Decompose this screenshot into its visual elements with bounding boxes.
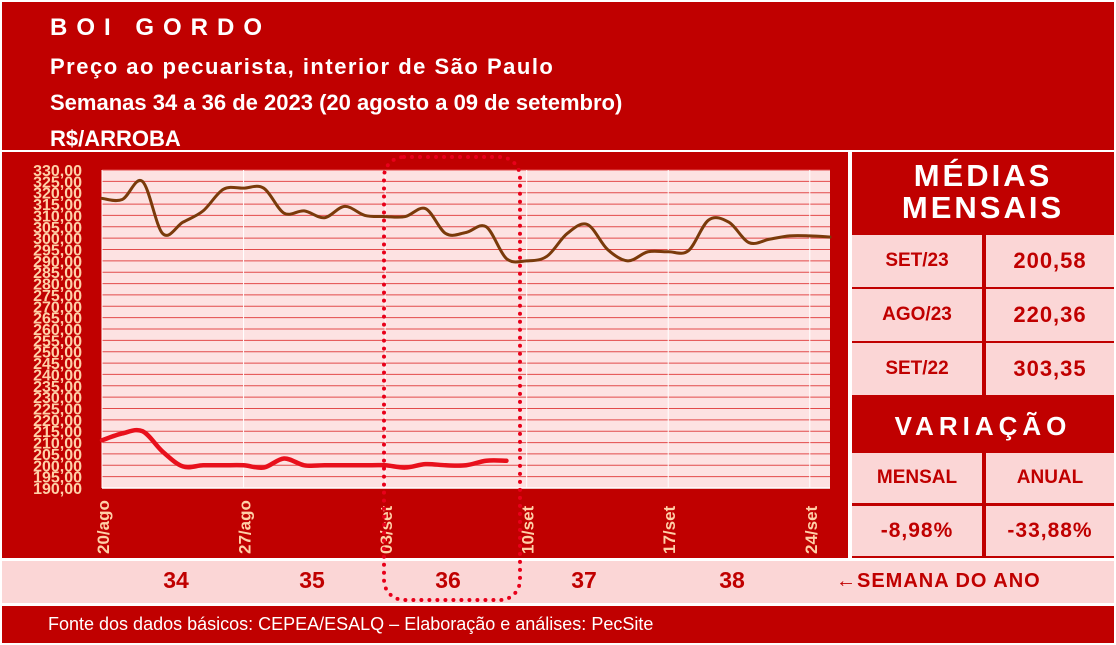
- week-number: 37: [571, 567, 597, 593]
- period-label: Semanas 34 a 36 de 2023 (20 agosto a 09 …: [50, 90, 623, 115]
- y-tick-label: 230,00: [33, 390, 82, 407]
- series-line: [100, 178, 832, 264]
- y-tick-label: 320,00: [33, 186, 82, 203]
- week-number: 36: [435, 567, 461, 593]
- source-note: Fonte dos dados básicos: CEPEA/ESALQ – E…: [48, 614, 654, 634]
- week-strip: 34 35 36 37 38 ←SEMANA DO ANO: [2, 561, 1114, 603]
- variacao-title: VARIAÇÃO: [852, 402, 1114, 450]
- y-tick-label: 245,00: [33, 356, 82, 373]
- variacao-mensal-label: MENSAL: [852, 453, 982, 503]
- y-tick-label: 295,00: [33, 243, 82, 260]
- x-tick-label: 17/set: [660, 505, 679, 554]
- y-tick-label: 275,00: [33, 288, 82, 305]
- week-number: 34: [163, 567, 189, 593]
- medias-header: MÉDIAS MENSAIS: [852, 152, 1114, 232]
- medias-row-value: 220,36: [986, 289, 1114, 341]
- y-tick-label: 195,00: [33, 470, 82, 487]
- y-tick-label: 280,00: [33, 277, 82, 294]
- y-tick-label: 285,00: [33, 265, 82, 282]
- variacao-anual-value: -33,88%: [986, 506, 1114, 556]
- divider: [0, 558, 1116, 561]
- footer: Fonte dos dados básicos: CEPEA/ESALQ – E…: [2, 606, 1114, 643]
- medias-title-line1: MÉDIAS: [913, 158, 1053, 193]
- y-tick-label: 270,00: [33, 299, 82, 316]
- y-tick-label: 220,00: [33, 413, 82, 430]
- y-tick-label: 260,00: [33, 322, 82, 339]
- y-tick-label: 205,00: [33, 447, 82, 464]
- y-tick-label: 225,00: [33, 402, 82, 419]
- x-tick-label: 10/set: [519, 505, 538, 554]
- unit-label: R$/ARROBA: [50, 126, 181, 151]
- y-tick-label: 265,00: [33, 311, 82, 328]
- x-tick-label: 03/set: [377, 505, 396, 554]
- header: BOI GORDO Preço ao pecuarista, interior …: [2, 2, 1114, 151]
- y-tick-label: 240,00: [33, 367, 82, 384]
- y-tick-label: 310,00: [33, 208, 82, 225]
- x-tick-label: 20/ago: [94, 500, 113, 554]
- y-tick-label: 235,00: [33, 379, 82, 396]
- medias-row-value: 200,58: [986, 235, 1114, 287]
- y-tick-label: 210,00: [33, 436, 82, 453]
- medias-row-label: SET/23: [852, 235, 982, 287]
- week-number: 35: [299, 567, 325, 593]
- divider: [0, 603, 1116, 606]
- medias-row-label: SET/22: [852, 343, 982, 395]
- y-tick-label: 305,00: [33, 220, 82, 237]
- variacao-anual-label: ANUAL: [986, 453, 1114, 503]
- variacao-mensal-value: -8,98%: [852, 506, 982, 556]
- y-tick-label: 250,00: [33, 345, 82, 362]
- page-title: BOI GORDO: [50, 14, 272, 41]
- divider: [0, 150, 1116, 152]
- series-line: [99, 427, 509, 471]
- subtitle: Preço ao pecuarista, interior de São Pau…: [50, 54, 555, 79]
- week-of-year-label: ←SEMANA DO ANO: [836, 570, 1041, 592]
- y-tick-label: 315,00: [33, 197, 82, 214]
- y-tick-label: 200,00: [33, 458, 82, 475]
- y-tick-label: 255,00: [33, 333, 82, 350]
- y-tick-label: 330,00: [33, 163, 82, 180]
- price-chart: 190,00 195,00 200,00 205,00 210,00 215,00 220,…: [2, 152, 848, 558]
- y-tick-label: 300,00: [33, 231, 82, 248]
- medias-row-label: AGO/23: [852, 289, 982, 341]
- stats-panel: MÉDIAS MENSAIS SET/23 200,58 AGO/23 220,…: [852, 152, 1114, 558]
- y-tick-label: 290,00: [33, 254, 82, 271]
- week-number: 38: [719, 567, 745, 593]
- y-tick-label: 325,00: [33, 174, 82, 191]
- medias-title-line2: MENSAIS: [901, 190, 1065, 225]
- y-tick-label: 215,00: [33, 424, 82, 441]
- x-tick-label: 24/set: [802, 505, 821, 554]
- divider: [848, 150, 852, 560]
- medias-row-value: 303,35: [986, 343, 1114, 395]
- y-tick-label: 190,00: [33, 481, 82, 498]
- x-tick-label: 27/ago: [236, 500, 255, 554]
- chart-svg: 190,00195,00200,00205,00210,00215,00220,…: [33, 163, 832, 554]
